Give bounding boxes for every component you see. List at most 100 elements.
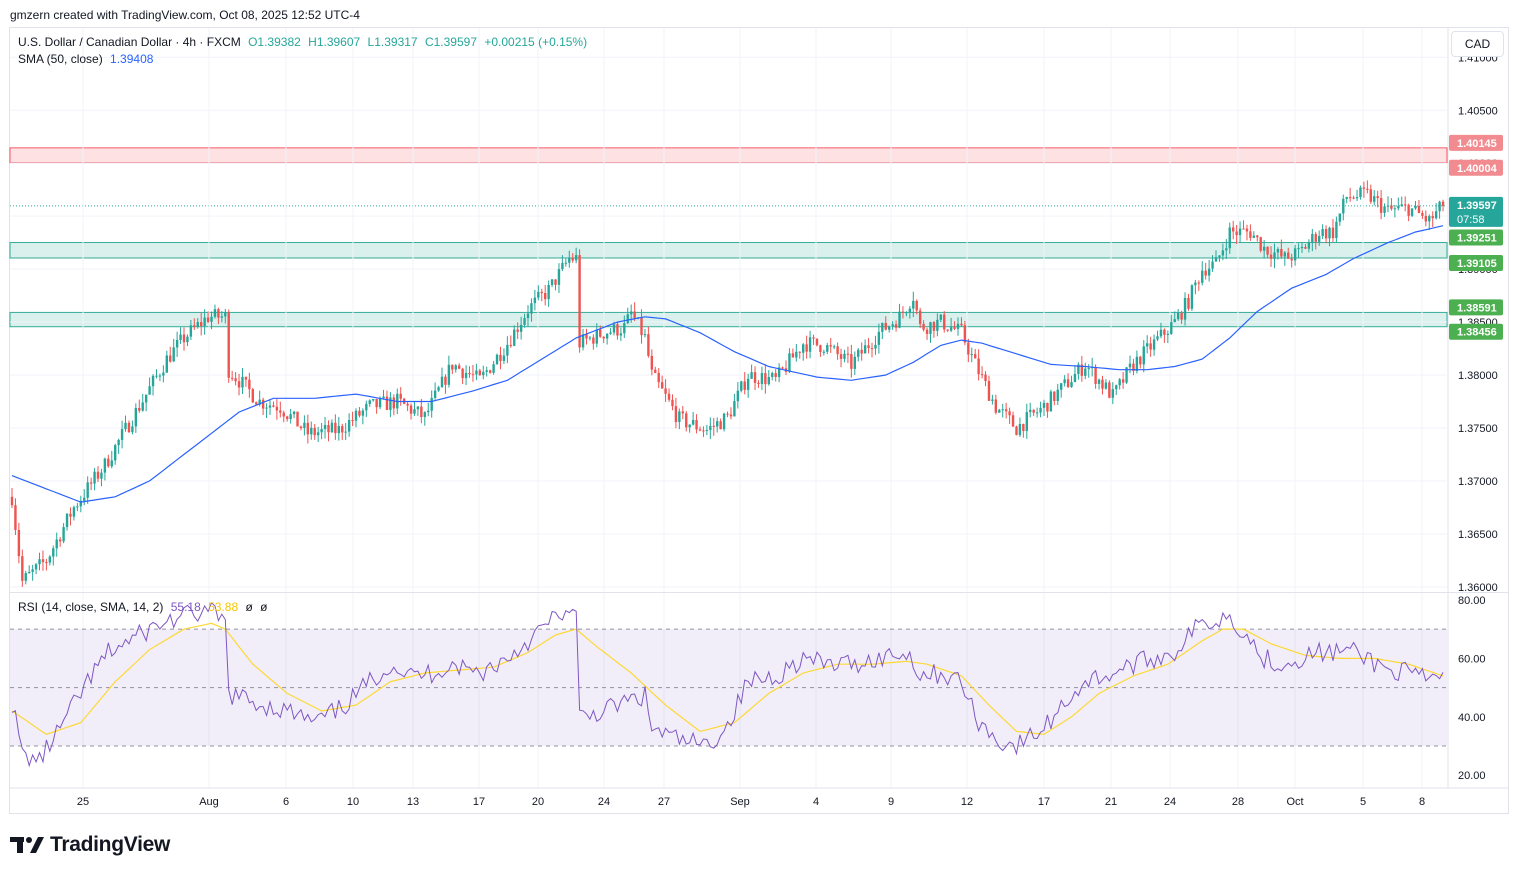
sma-legend[interactable]: SMA (50, close) 1.39408 [18, 52, 157, 66]
candle-body [1039, 407, 1042, 413]
candle-body [117, 439, 120, 446]
candle-body [83, 497, 86, 501]
candle-body [120, 429, 124, 440]
price-label-text: 1.39251 [1457, 233, 1497, 245]
candle-body [65, 513, 69, 528]
price-label-text: 1.40145 [1457, 138, 1497, 150]
candle-body [213, 309, 217, 317]
candle-body [224, 312, 227, 317]
candle-body [1338, 213, 1342, 222]
rsi-extra-1: ø [245, 600, 253, 614]
candle-body [605, 333, 609, 339]
candle-body [1152, 339, 1156, 350]
currency-button[interactable]: CAD [1451, 31, 1504, 57]
candle-body [248, 379, 251, 390]
rsi-legend[interactable]: RSI (14, close, SMA, 14, 2) 55.18 53.88 … [18, 600, 272, 614]
candle-body [461, 368, 464, 379]
candle-body [626, 314, 629, 324]
candle-body [151, 375, 155, 387]
candle-body [1331, 227, 1335, 239]
candle-body [526, 313, 530, 319]
time-tick-label: Aug [199, 796, 219, 808]
candle-body [826, 345, 829, 352]
candle-body [320, 429, 323, 433]
candle-body [1297, 248, 1300, 250]
candle-body [1073, 373, 1077, 383]
candle-body [427, 410, 430, 413]
candle-body [578, 255, 581, 348]
candle-body [206, 317, 210, 322]
candle-body [984, 374, 987, 382]
candle-body [1345, 197, 1348, 199]
candle-body [643, 334, 647, 336]
candle-body [1428, 216, 1431, 222]
candles-layer [10, 180, 1445, 587]
candle-body [932, 322, 936, 331]
candle-body [977, 358, 980, 375]
candle-body [1304, 246, 1307, 249]
candle-body [1324, 229, 1328, 239]
candle-body [1441, 201, 1445, 206]
price-tick-label: 1.36500 [1458, 529, 1498, 541]
candle-body [172, 347, 175, 362]
candle-body [1256, 235, 1259, 238]
candle-body [1104, 382, 1108, 389]
candle-body [795, 351, 798, 358]
candle-body [1383, 206, 1386, 213]
candle-body [846, 353, 850, 355]
candle-body [141, 402, 144, 411]
time-tick-label: 17 [473, 796, 485, 808]
candle-body [808, 337, 812, 352]
candle-body [1242, 228, 1245, 230]
candle-body [48, 556, 52, 563]
candle-body [987, 381, 991, 401]
candle-body [193, 325, 196, 327]
candle-body [1004, 409, 1008, 412]
candle-body [389, 397, 392, 410]
symbol-title: U.S. Dollar / Canadian Dollar · 4h · FXC… [18, 35, 241, 49]
candle-body [922, 323, 925, 330]
candle-body [464, 372, 468, 379]
candle-body [1431, 216, 1434, 219]
candle-body [1266, 246, 1269, 255]
candle-body [836, 346, 839, 355]
candle-body [1249, 231, 1252, 238]
candle-body [440, 376, 444, 388]
price-zone [9, 147, 1448, 164]
candle-body [788, 353, 791, 372]
candle-body [554, 279, 557, 285]
candle-body [114, 445, 117, 461]
rsi-label: RSI (14, close, SMA, 14, 2) [18, 600, 164, 614]
candle-body [1197, 282, 1200, 284]
candle-body [1438, 201, 1441, 212]
candle-body [76, 506, 79, 508]
candle-body [740, 381, 743, 391]
candle-body [960, 323, 963, 326]
candle-body [1080, 364, 1084, 376]
ohlc-close: C1.39597 [424, 35, 477, 49]
candle-body [347, 420, 351, 432]
time-tick-label: 21 [1105, 796, 1117, 808]
candle-body [1125, 367, 1128, 383]
ohlc-high: H1.39607 [308, 35, 361, 49]
candle-body [1101, 379, 1104, 389]
candle-body [385, 396, 389, 410]
candle-body [306, 422, 310, 435]
candle-body [34, 564, 38, 570]
symbol-legend[interactable]: U.S. Dollar / Canadian Dollar · 4h · FXC… [18, 35, 591, 49]
price-label-text: 1.40004 [1457, 163, 1498, 175]
candle-body [485, 370, 488, 372]
candle-body [908, 308, 912, 313]
candle-body [134, 407, 138, 427]
rsi-value: 55.18 [170, 600, 201, 614]
candle-body [155, 375, 158, 377]
candle-body [506, 344, 509, 356]
candle-body [884, 322, 887, 330]
candle-body [458, 365, 461, 369]
candle-body [863, 345, 867, 354]
candle-body [1221, 250, 1225, 256]
candle-body [1207, 268, 1211, 276]
candle-body [839, 354, 843, 359]
candle-body [1318, 236, 1321, 242]
